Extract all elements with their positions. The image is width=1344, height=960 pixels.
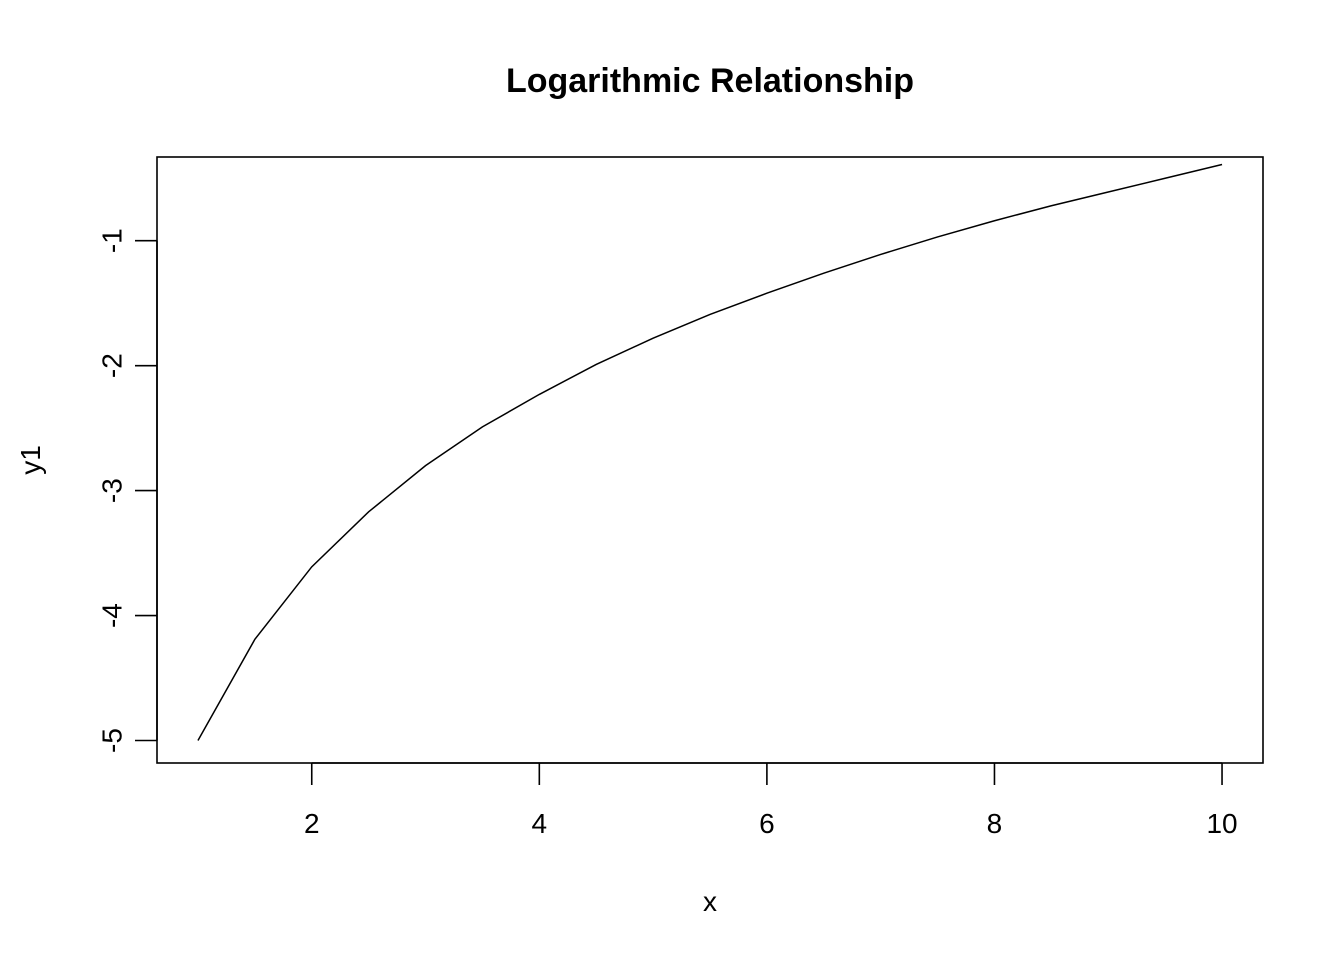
- y-tick-label: -1: [97, 228, 128, 253]
- plot-frame: [156, 156, 1264, 764]
- series-line: [197, 163, 1223, 741]
- x-axis: 2 4 6 8 10: [304, 762, 1238, 839]
- y-tick-label: -3: [97, 478, 128, 503]
- x-tick-label: 10: [1206, 808, 1237, 839]
- y-tick-label: -5: [97, 728, 128, 753]
- y-tick-label: -2: [97, 353, 128, 378]
- x-tick-label: 2: [304, 808, 320, 839]
- chart-title: Logarithmic Relationship: [506, 62, 914, 100]
- y-tick-label: -4: [97, 603, 128, 628]
- x-tick-label: 4: [532, 808, 548, 839]
- y-axis-label: y1: [15, 445, 46, 475]
- y-axis: -5 -4 -3 -2 -1: [97, 228, 158, 753]
- plot-area: [197, 163, 1223, 741]
- x-tick-label: 6: [759, 808, 775, 839]
- x-tick-label: 8: [987, 808, 1003, 839]
- x-axis-label: x: [703, 886, 717, 917]
